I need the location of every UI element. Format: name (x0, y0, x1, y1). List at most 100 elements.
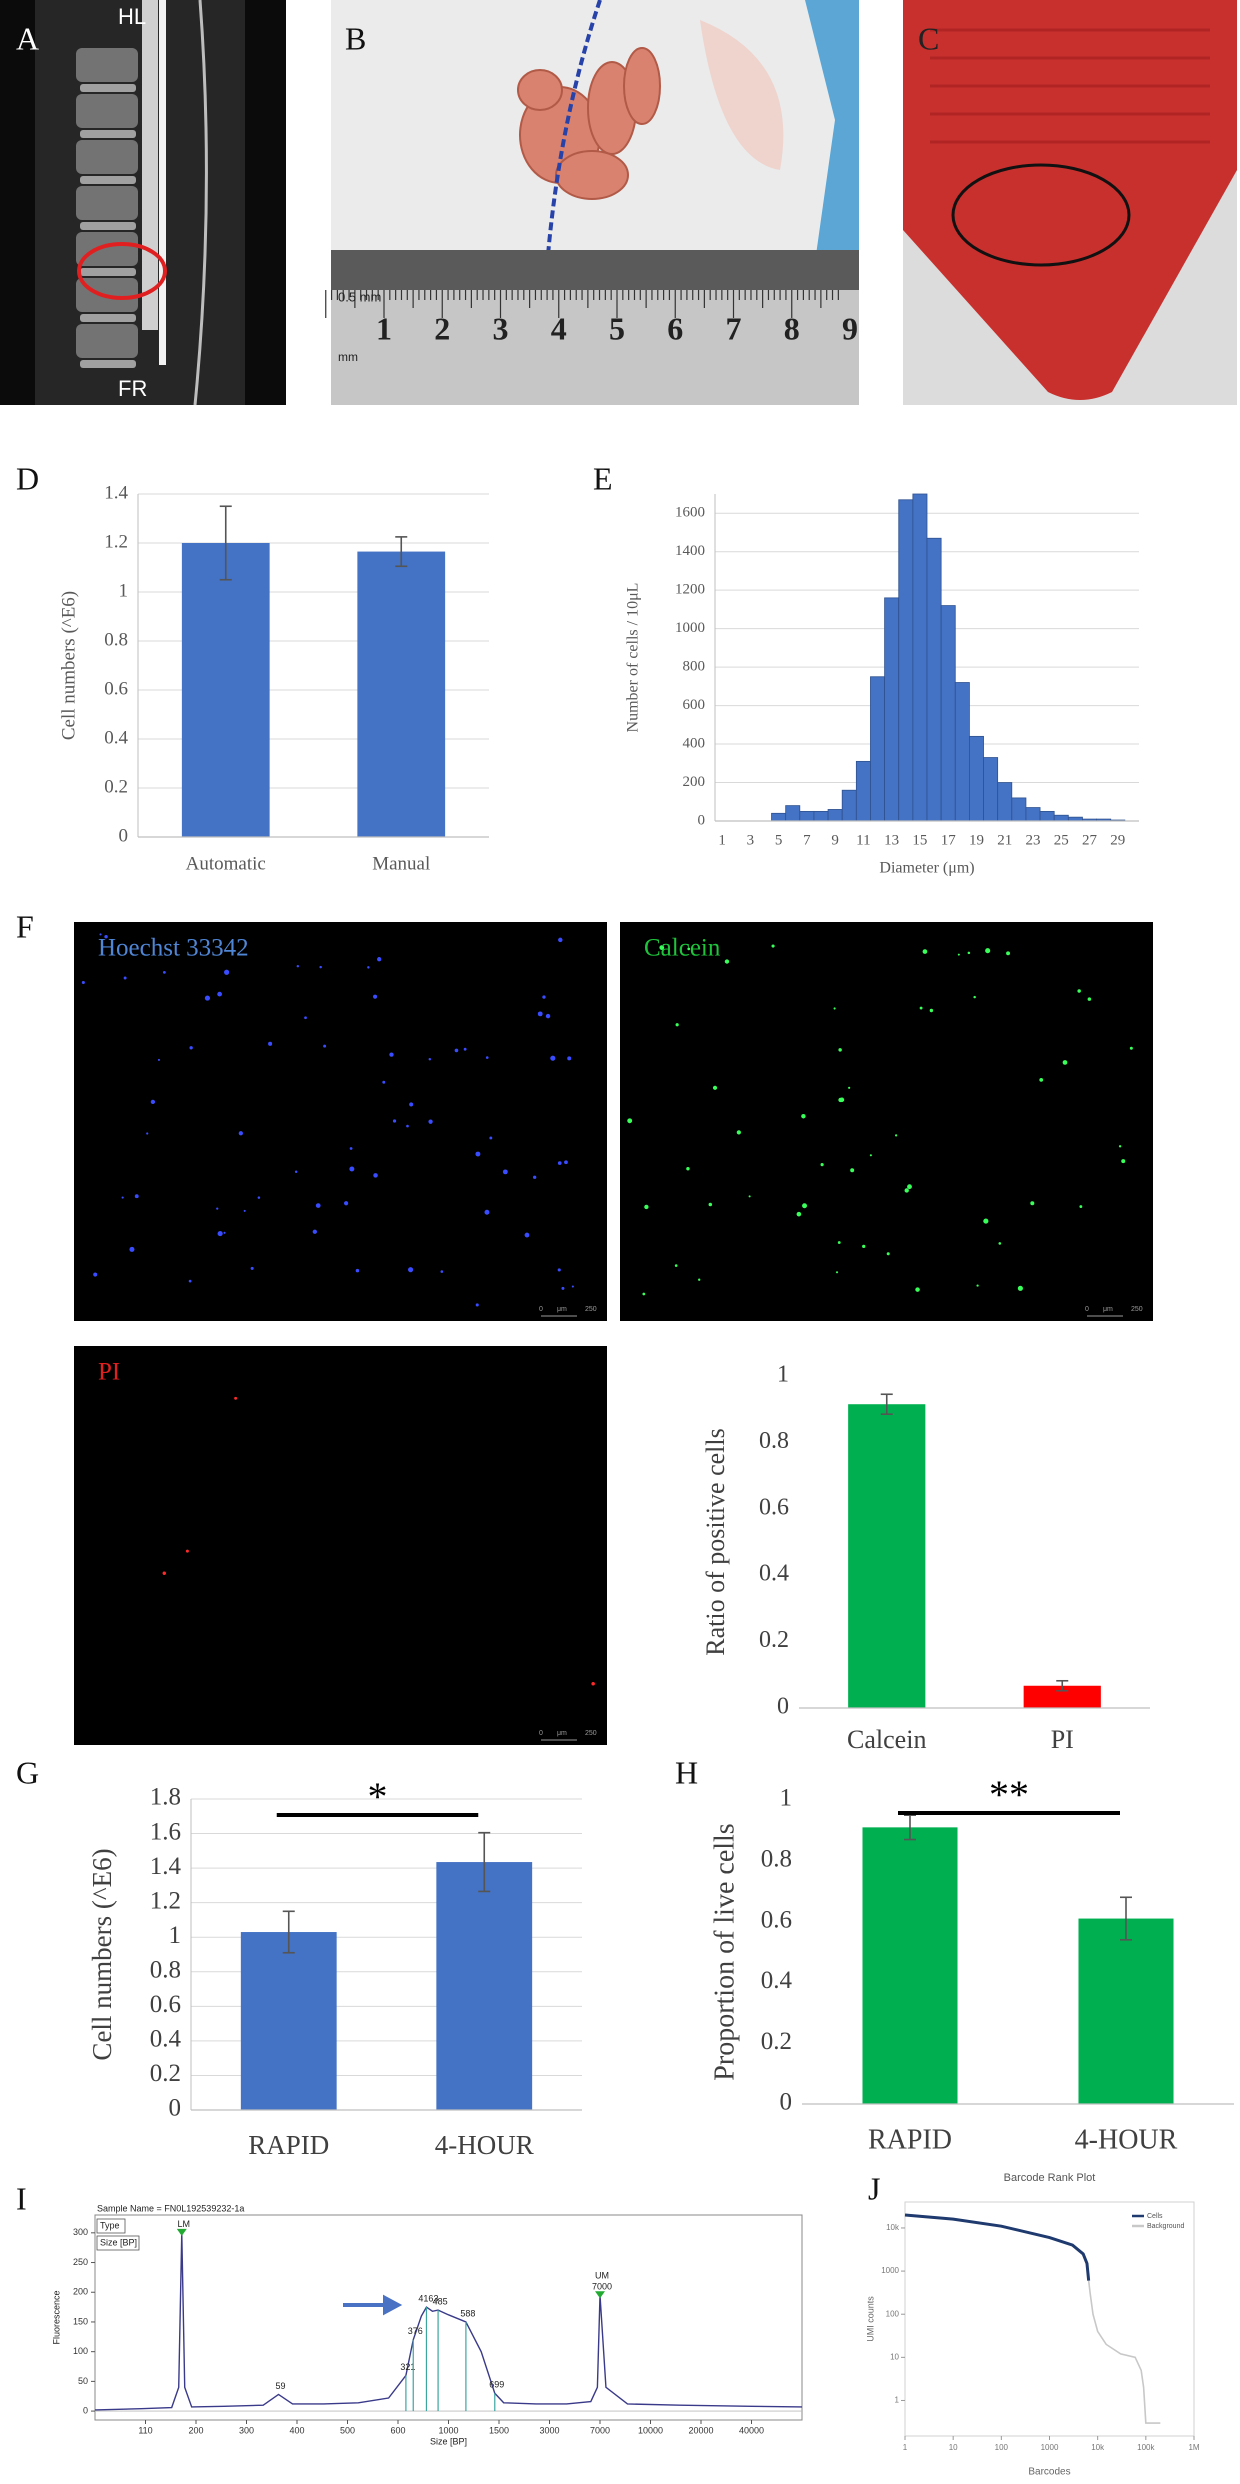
cell-dot (162, 970, 166, 974)
cell-dot (134, 1194, 139, 1199)
y-tick-label: 1000 (675, 620, 705, 636)
cell-dot (440, 1270, 444, 1273)
disc (80, 268, 136, 276)
cell-dot (382, 1080, 386, 1084)
photo-text: FR (118, 376, 147, 401)
x-tick-label: 100 (995, 2443, 1009, 2452)
histogram-bar (884, 597, 900, 822)
cell-dot (1087, 997, 1092, 1001)
photo-text: HL (118, 4, 146, 29)
chart: D 0 0.2 0.4 0.6 0.8 1 1.2 1.4 Automatic Manual Cell… (16, 460, 489, 874)
cell-dot (524, 1232, 530, 1238)
cell-dot (736, 1130, 741, 1135)
histogram-bar (841, 789, 857, 822)
peak-label: 4163 (418, 2293, 438, 2303)
trace (94, 2232, 803, 2411)
cell-dot (564, 1160, 568, 1165)
disc (80, 314, 136, 322)
panel-letter: I (16, 2180, 27, 2216)
cell-dot (698, 1278, 701, 1281)
disc (80, 360, 136, 368)
significance-label: * (368, 1774, 388, 1819)
chart: G 0 0.2 0.4 0.6 0.8 1 1.2 1.4 1.6 1.8 RAPID 4-HOUR * C… (16, 1754, 582, 2160)
x-tick-label: Manual (372, 853, 430, 874)
y-axis-label: Fluorescence (51, 2290, 61, 2344)
y-tick-label: 0.2 (761, 2028, 792, 2055)
cell-dot (188, 1279, 192, 1283)
cell-dot (150, 1099, 156, 1105)
histogram-bar (898, 499, 914, 822)
ruler-number: 1 (376, 310, 392, 346)
cell-dot (532, 1175, 537, 1179)
body-tissue (35, 0, 245, 405)
y-axis-label: Number of cells / 10μL (625, 583, 642, 733)
histogram-bar (855, 760, 871, 822)
x-tick-label: PI (1051, 1725, 1074, 1754)
x-tick-label: 5 (775, 832, 783, 848)
y-tick-label: 0.8 (761, 1846, 792, 1873)
x-tick-label: 21 (997, 832, 1012, 848)
cell-dot (850, 1168, 855, 1173)
bar (357, 551, 446, 837)
y-tick-label: 0 (83, 2405, 88, 2415)
cell-dot (373, 1173, 378, 1178)
ruler-number: 2 (434, 310, 450, 346)
cell-dot (475, 1151, 481, 1157)
cell-dot (642, 1292, 646, 1296)
tissue (623, 47, 661, 125)
ladder-marker (176, 2228, 187, 2236)
histogram-bar (940, 605, 956, 822)
disc (80, 222, 136, 230)
x-tick-label: 3000 (539, 2425, 559, 2435)
peak-label: UM (595, 2271, 609, 2281)
cell-dot (372, 994, 378, 999)
y-tick-label: 0.2 (759, 1627, 789, 1653)
x-tick-label: 11 (856, 832, 870, 848)
ruler-number: 5 (609, 310, 625, 346)
cell-dot (985, 948, 991, 954)
cell-dot (557, 1161, 562, 1165)
chart: J 1 10 100 1000 10k 1 10 100 1000 10k 100k 1M Cells Ba… (865, 2170, 1200, 2477)
scale-bar-label: μm (557, 1306, 567, 1313)
y-tick-label: 150 (73, 2316, 88, 2326)
y-axis-label: Cell numbers (^E6) (87, 1848, 117, 2060)
scale-bar-label: 0 (539, 1730, 543, 1737)
cell-dot (675, 1023, 679, 1027)
histogram-bar (1053, 814, 1069, 822)
y-tick-label: 0.2 (104, 776, 128, 797)
cell-dot (185, 1549, 189, 1553)
cell-dot (257, 1196, 261, 1199)
x-tick-label: 400 (289, 2425, 304, 2435)
x-tick-label: 600 (390, 2425, 405, 2435)
bar (1078, 1918, 1174, 2104)
chart: 0 0.2 0.4 0.6 0.8 1 Calcein PI Ratio of positive… (701, 1362, 1150, 1754)
bar (862, 1827, 958, 2104)
legend-label: Type (100, 2220, 120, 2230)
cell-dot (557, 1268, 561, 1272)
bar (848, 1404, 926, 1708)
panel-letter: B (345, 20, 366, 56)
x-tick-label: 1000 (1041, 2443, 1059, 2452)
cell-dot (929, 1008, 934, 1013)
x-tick-label: 17 (941, 832, 957, 848)
cell-dot (217, 991, 223, 997)
y-tick-label: 0.4 (104, 727, 128, 748)
x-tick-label: 1000 (438, 2425, 458, 2435)
disc (80, 84, 136, 92)
arrow (343, 2294, 403, 2316)
x-tick-label: 500 (340, 2425, 355, 2435)
cell-dot (243, 1209, 246, 1212)
cell-dot (319, 965, 322, 969)
cell-dot (99, 933, 102, 936)
cell-dot (1017, 1285, 1023, 1291)
vertebra (76, 186, 138, 220)
cell-dot (93, 1272, 98, 1277)
cell-dot (687, 947, 691, 951)
x-tick-label: 1M (1188, 2443, 1199, 2452)
cell-dot (216, 1207, 219, 1210)
x-tick-label: 1 (903, 2443, 908, 2452)
y-tick-label: 1600 (675, 505, 705, 521)
x-tick-label: 1500 (489, 2425, 509, 2435)
cell-dot (567, 1056, 572, 1061)
cell-dot (904, 1188, 909, 1193)
